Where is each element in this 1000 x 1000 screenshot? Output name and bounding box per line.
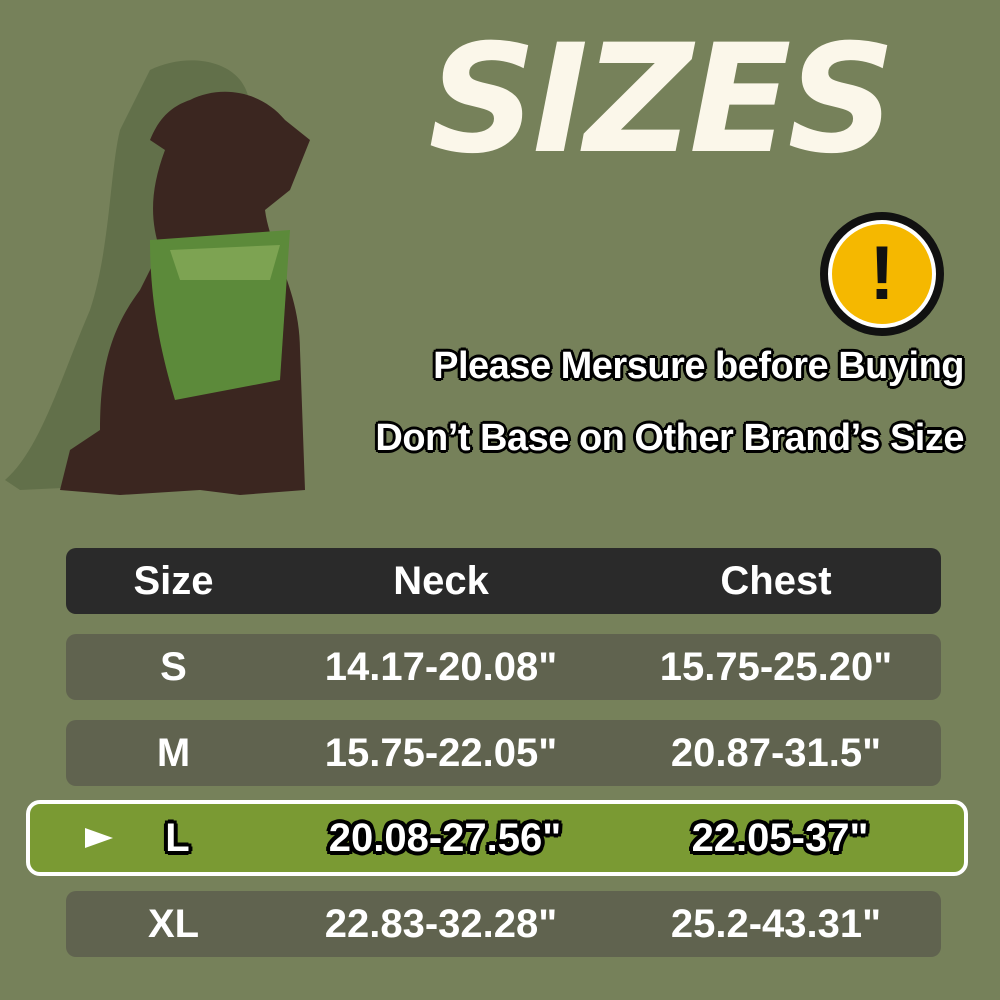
- size-cell: XL: [147, 902, 200, 946]
- table-row-s: S 14.17-20.08" 15.75-25.20": [66, 634, 941, 700]
- size-cell: M: [156, 731, 191, 775]
- size-cell: L: [165, 816, 190, 860]
- brand-size-note: Don’t Base on Other Brand’s Size: [375, 417, 964, 459]
- table-row-xl: XL 22.83-32.28" 25.2-43.31": [66, 891, 941, 957]
- chest-cell: 20.87-31.5": [670, 731, 882, 775]
- neck-cell: 20.08-27.56": [328, 816, 562, 860]
- table-header: Size Neck Chest: [66, 548, 941, 614]
- size-cell: S: [160, 645, 187, 689]
- header-size: Size: [133, 559, 214, 603]
- table-row-m: M 15.75-22.05" 20.87-31.5": [66, 720, 941, 786]
- header-neck: Neck: [393, 559, 489, 603]
- header-chest: Chest: [720, 559, 832, 603]
- neck-cell: 14.17-20.08": [324, 645, 558, 689]
- pointer-arrow-icon: [85, 828, 113, 848]
- neck-cell: 22.83-32.28": [324, 902, 558, 946]
- chest-cell: 15.75-25.20": [659, 645, 893, 689]
- chest-cell: 25.2-43.31": [670, 902, 882, 946]
- chest-cell: 22.05-37": [691, 816, 869, 860]
- table-row-l-highlighted: L 20.08-27.56" 22.05-37": [26, 800, 968, 876]
- neck-cell: 15.75-22.05": [324, 731, 558, 775]
- warning-badge: !: [820, 212, 944, 336]
- measure-note: Please Mersure before Buying: [433, 345, 964, 387]
- dog-wearing-harness-image: [5, 60, 310, 495]
- exclamation-icon: !: [828, 220, 936, 328]
- page-title: SIZES: [428, 13, 895, 187]
